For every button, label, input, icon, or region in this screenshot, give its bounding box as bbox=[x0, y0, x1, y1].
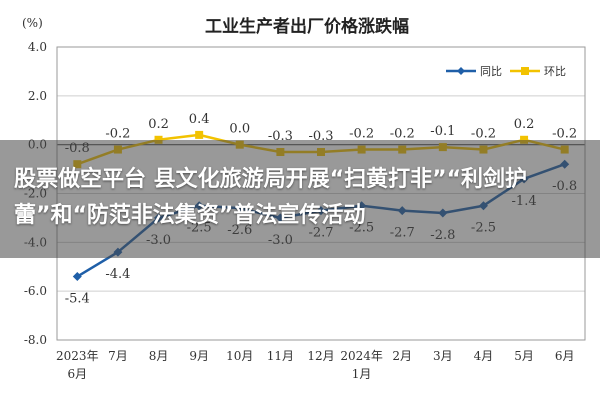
x-tick-label-0-1: 6月 bbox=[67, 367, 87, 381]
x-tick-labels: 2023年 6月 7月 8月 9月 10月 11月 12月 2024年 1月 2月 3月 4月 5月 6月 bbox=[56, 349, 574, 381]
series-0-label-1: -4.4 bbox=[105, 267, 130, 282]
x-tick-label-10-0: 4月 bbox=[474, 349, 494, 363]
x-tick-label-6-0: 12月 bbox=[307, 349, 334, 363]
x-tick-label-7-0: 2024年 bbox=[340, 349, 383, 363]
series-1-label-3: 0.4 bbox=[189, 112, 210, 127]
x-tick-label-8-0: 2月 bbox=[392, 349, 412, 363]
legend-marker-yoy bbox=[457, 67, 465, 75]
y-tick-label-1: 2.0 bbox=[28, 89, 47, 103]
x-tick-label-9-0: 3月 bbox=[433, 349, 453, 363]
series-1-label-11: 0.2 bbox=[514, 117, 535, 132]
legend-label-mom: 环比 bbox=[544, 65, 566, 78]
y-tick-label-0: 4.0 bbox=[28, 40, 47, 54]
series-1-label-2: 0.2 bbox=[148, 117, 169, 132]
headline-text[interactable]: 股票做空平台 县文化旅游局开展“扫黄打非”“利剑护蕾”和“防范非法集资”普法宣传… bbox=[14, 167, 528, 228]
series-1-label-8: -0.2 bbox=[390, 127, 415, 142]
headline-banner[interactable] bbox=[0, 140, 600, 258]
x-tick-label-12-0: 6月 bbox=[555, 349, 575, 363]
series-1-label-12: -0.2 bbox=[552, 127, 577, 142]
series-1-point-2 bbox=[154, 135, 163, 144]
x-tick-label-5-0: 11月 bbox=[267, 349, 294, 363]
chart-title: 工业生产者出厂价格涨跌幅 bbox=[205, 16, 409, 37]
y-axis-unit: (%) bbox=[22, 16, 43, 30]
x-tick-label-3-0: 9月 bbox=[189, 349, 209, 363]
x-tick-label-0-0: 2023年 bbox=[56, 349, 99, 363]
x-tick-label-4-0: 10月 bbox=[226, 349, 253, 363]
series-0-point-0 bbox=[72, 272, 82, 282]
series-1-point-3 bbox=[195, 130, 204, 139]
y-tick-label-5: -6.0 bbox=[24, 284, 47, 298]
series-1-point-11 bbox=[520, 135, 529, 144]
series-1-label-1: -0.2 bbox=[105, 127, 130, 142]
series-1-label-10: -0.2 bbox=[471, 127, 496, 142]
x-tick-label-11-0: 5月 bbox=[514, 349, 534, 363]
legend: 同比 环比 bbox=[446, 65, 566, 78]
x-tick-label-2-0: 8月 bbox=[149, 349, 169, 363]
y-tick-label-6: -8.0 bbox=[24, 333, 47, 347]
series-1-label-4: 0.0 bbox=[229, 122, 250, 137]
series-1-label-9: -0.1 bbox=[430, 124, 455, 139]
x-tick-label-1-0: 7月 bbox=[108, 349, 128, 363]
series-1-label-7: -0.2 bbox=[349, 127, 374, 142]
series-0-label-0: -5.4 bbox=[65, 292, 90, 307]
legend-marker-mom bbox=[521, 67, 529, 75]
x-tick-label-7-1: 1月 bbox=[352, 367, 372, 381]
legend-label-yoy: 同比 bbox=[480, 65, 502, 78]
